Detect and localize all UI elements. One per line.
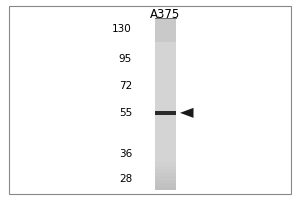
- Bar: [154, 80, 176, 83]
- Bar: [154, 125, 176, 128]
- Bar: [154, 159, 176, 162]
- Bar: [154, 121, 176, 125]
- Bar: [154, 111, 176, 115]
- Bar: [154, 90, 176, 94]
- Bar: [154, 18, 176, 42]
- Text: 72: 72: [119, 81, 132, 91]
- Bar: [154, 173, 176, 176]
- Bar: [154, 76, 176, 80]
- Bar: [154, 166, 176, 169]
- Bar: [154, 162, 176, 166]
- Bar: [154, 49, 176, 52]
- Bar: [154, 104, 176, 107]
- Bar: [154, 152, 176, 156]
- Bar: [154, 73, 176, 76]
- Bar: [154, 114, 176, 118]
- Text: 55: 55: [119, 108, 132, 118]
- Bar: [154, 101, 176, 104]
- Bar: [154, 156, 176, 159]
- Bar: [154, 128, 176, 132]
- Bar: [154, 142, 176, 145]
- Bar: [154, 94, 176, 97]
- Bar: [154, 56, 176, 59]
- Bar: [154, 42, 176, 46]
- Text: 95: 95: [119, 54, 132, 64]
- Bar: [154, 183, 176, 187]
- Bar: [154, 135, 176, 138]
- Bar: [154, 52, 176, 56]
- Bar: [154, 39, 176, 42]
- Bar: [154, 87, 176, 90]
- Bar: [154, 97, 176, 101]
- Bar: [154, 70, 176, 73]
- Bar: [154, 118, 176, 121]
- Bar: [154, 25, 176, 28]
- Bar: [154, 28, 176, 32]
- Bar: [154, 176, 176, 180]
- Bar: [154, 59, 176, 63]
- Bar: [154, 18, 176, 190]
- Bar: [154, 107, 176, 111]
- Bar: [154, 21, 176, 25]
- Text: A375: A375: [150, 8, 180, 21]
- Text: 36: 36: [119, 149, 132, 159]
- Bar: [154, 111, 176, 114]
- Bar: [154, 35, 176, 39]
- Bar: [154, 83, 176, 87]
- Bar: [154, 145, 176, 149]
- Bar: [154, 169, 176, 173]
- Bar: [154, 187, 176, 190]
- Bar: [154, 180, 176, 183]
- Bar: [154, 63, 176, 66]
- Bar: [154, 18, 176, 21]
- Bar: [154, 132, 176, 135]
- Bar: [154, 66, 176, 70]
- Bar: [154, 149, 176, 152]
- Polygon shape: [180, 108, 194, 118]
- Bar: [154, 138, 176, 142]
- Text: 130: 130: [112, 24, 132, 34]
- Bar: [154, 32, 176, 35]
- Text: 28: 28: [119, 174, 132, 184]
- Bar: [154, 46, 176, 49]
